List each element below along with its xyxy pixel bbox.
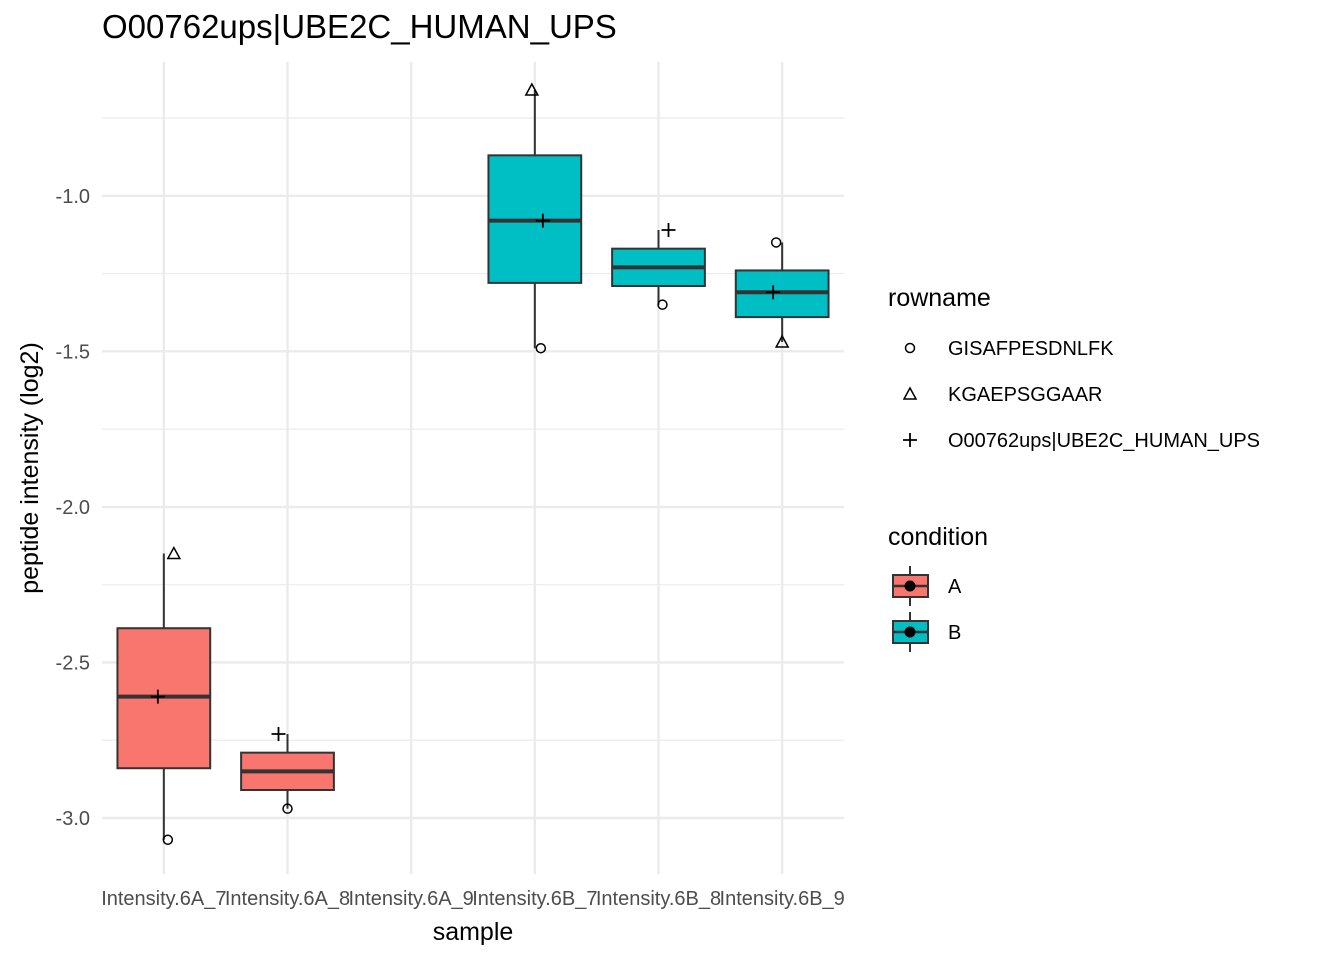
grid-lines — [102, 62, 844, 874]
x-tick-label: Intensity.6B_9 — [720, 888, 845, 910]
data-point — [150, 689, 165, 704]
data-point — [774, 334, 790, 348]
x-tick-label: Intensity.6A_8 — [225, 888, 350, 910]
legend-key-circle — [904, 342, 916, 354]
y-tick-label: -1.0 — [56, 186, 90, 208]
box-Intensity.6B_7 — [487, 90, 583, 349]
points-layer — [150, 82, 790, 846]
data-point — [535, 342, 547, 354]
legend-key-condition-A — [892, 566, 929, 606]
legend-label: GISAFPESDNLFK — [948, 338, 1114, 360]
x-tick-label: Intensity.6A_7 — [101, 888, 226, 910]
x-tick-labels: Intensity.6A_7Intensity.6A_8Intensity.6A… — [101, 888, 845, 910]
legend-key-plus — [903, 433, 917, 447]
legend-key-condition-B — [892, 612, 929, 652]
y-tick-label: -3.0 — [56, 808, 90, 830]
legend-title-condition: condition — [888, 523, 988, 551]
data-point — [766, 285, 781, 300]
legend-label: B — [948, 622, 961, 644]
data-point — [271, 727, 286, 741]
y-axis-title: peptide intensity (log2) — [16, 342, 44, 594]
legend-label: A — [948, 576, 962, 598]
legend-label: KGAEPSGGAAR — [948, 384, 1103, 406]
data-point — [524, 82, 540, 96]
y-tick-label: -1.5 — [56, 341, 90, 363]
x-tick-label: Intensity.6A_9 — [349, 888, 474, 910]
x-tick-label: Intensity.6B_8 — [596, 888, 721, 910]
y-tick-label: -2.0 — [56, 497, 90, 519]
data-point — [282, 803, 293, 814]
data-point — [162, 834, 174, 846]
box-Intensity.6B_8 — [611, 230, 706, 305]
legend: rowname GISAFPESDNLFK KGAEPSGGAAR O00762ups… — [888, 284, 1260, 652]
legend-key-triangle — [902, 386, 918, 400]
boxes-layer — [116, 90, 830, 840]
box-Intensity.6A_8 — [240, 734, 335, 809]
x-tick-label: Intensity.6B_7 — [472, 888, 597, 910]
data-point — [166, 545, 182, 560]
legend-title-rowname: rowname — [888, 284, 991, 312]
data-point — [661, 223, 676, 237]
legend-key-dot — [904, 626, 916, 638]
y-tick-label: -2.5 — [56, 652, 90, 674]
chart-title: O00762ups|UBE2C_HUMAN_UPS — [102, 8, 617, 45]
data-point — [535, 213, 550, 228]
data-point — [657, 299, 668, 310]
legend-key-dot — [904, 580, 916, 592]
legend-label: O00762ups|UBE2C_HUMAN_UPS — [948, 430, 1260, 452]
data-point — [770, 237, 782, 248]
box-Intensity.6B_9 — [734, 242, 830, 342]
y-tick-labels: -1.0 -1.5 -2.0 -2.5 -3.0 — [56, 186, 90, 830]
x-axis-title: sample — [433, 918, 514, 946]
